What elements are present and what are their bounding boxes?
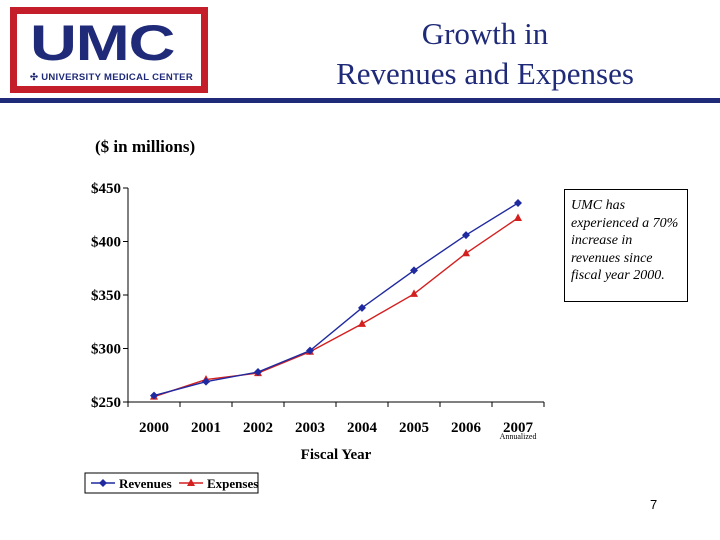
series-expenses bbox=[150, 213, 522, 400]
revenues-point bbox=[254, 368, 262, 377]
legend-marker-expenses bbox=[187, 478, 195, 486]
slide-title-line-1: Growth in bbox=[421, 16, 549, 51]
y-tick-label: $350 bbox=[91, 288, 121, 304]
x-tick-label: 2005 bbox=[399, 420, 429, 436]
y-tick-label: $400 bbox=[91, 235, 121, 251]
x-tick-label: 2002 bbox=[243, 420, 273, 436]
umc-logo: UMC ✣ UNIVERSITY MEDICAL CENTER bbox=[10, 7, 208, 93]
annotation-box: UMC has experienced a 70% increase in re… bbox=[564, 189, 688, 302]
units-label: ($ in millions) bbox=[95, 137, 196, 156]
x-axis-label: Fiscal Year bbox=[301, 447, 372, 463]
revenues-point bbox=[410, 266, 418, 275]
revenues-point bbox=[202, 377, 210, 386]
header-rule bbox=[0, 98, 720, 103]
y-tick-labels: $450 $400 $350 $300 $250 bbox=[91, 181, 121, 411]
slide-header: UMC ✣ UNIVERSITY MEDICAL CENTER Growth i… bbox=[0, 0, 720, 103]
legend-entry-expenses: Expenses bbox=[179, 476, 258, 491]
chart-axes bbox=[123, 187, 545, 407]
slide-title-line-2: Revenues and Expenses bbox=[336, 56, 634, 91]
x-tick-label: 2000 bbox=[139, 420, 169, 436]
x-tick-labels: 2000 2001 2002 2003 2004 2005 2006 2007Annualiz… bbox=[139, 420, 536, 463]
logo-subtitle: ✣ UNIVERSITY MEDICAL CENTER bbox=[30, 72, 193, 83]
revenues-point bbox=[462, 231, 470, 240]
revenues-point bbox=[358, 303, 366, 312]
x-tick-note: Annualized bbox=[500, 432, 537, 441]
logo-wordmark: UMC bbox=[30, 15, 175, 71]
revenues-point bbox=[306, 346, 314, 355]
x-tick-label: 2006 bbox=[451, 420, 482, 436]
revenues-line bbox=[153, 202, 519, 397]
y-tick-label: $250 bbox=[91, 395, 121, 411]
expenses-point bbox=[514, 213, 522, 221]
expenses-point bbox=[462, 248, 470, 257]
x-tick-label: 2004 bbox=[347, 420, 378, 436]
series-revenues bbox=[150, 198, 522, 400]
expenses-point bbox=[358, 319, 366, 327]
x-tick-label: 2001 bbox=[191, 420, 221, 436]
revenues-point bbox=[514, 198, 522, 207]
legend-label-revenues: Revenues bbox=[119, 476, 172, 491]
logo-panel: UMC ✣ UNIVERSITY MEDICAL CENTER bbox=[17, 14, 201, 86]
x-tick-label: 2007 bbox=[503, 420, 534, 436]
y-tick-label: $450 bbox=[91, 181, 121, 197]
legend-entry-revenues: Revenues bbox=[91, 476, 172, 491]
expenses-point bbox=[410, 289, 418, 297]
y-tick-label: $300 bbox=[91, 342, 121, 358]
legend-marker-revenues bbox=[99, 479, 107, 487]
legend-box bbox=[84, 472, 259, 494]
chart-series bbox=[150, 198, 522, 400]
revenues-point bbox=[150, 391, 158, 400]
slide-title: Growth in Revenues and Expenses bbox=[270, 14, 700, 94]
legend-label-expenses: Expenses bbox=[207, 476, 258, 491]
chart-legend: Revenues Expenses bbox=[84, 472, 259, 494]
expenses-line bbox=[153, 217, 519, 398]
x-tick-label: 2003 bbox=[295, 420, 325, 436]
page-number: 7 bbox=[650, 497, 658, 512]
